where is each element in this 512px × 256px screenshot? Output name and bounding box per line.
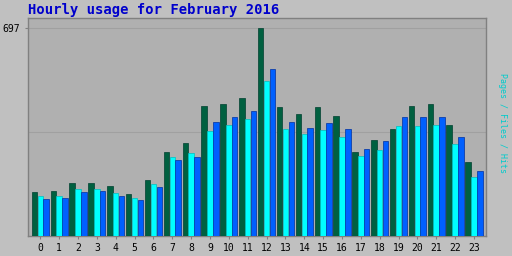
Bar — [371, 140, 376, 236]
Bar — [471, 177, 477, 236]
Bar — [75, 189, 81, 236]
Bar — [446, 125, 452, 236]
Bar — [251, 111, 257, 236]
Bar — [270, 69, 275, 236]
Bar — [345, 129, 351, 236]
Bar — [51, 191, 56, 236]
Bar — [32, 192, 37, 236]
Bar — [119, 196, 124, 236]
Bar — [314, 107, 320, 236]
Bar — [396, 126, 401, 236]
Bar — [226, 125, 231, 236]
Bar — [288, 122, 294, 236]
Bar — [70, 183, 75, 236]
Bar — [126, 195, 132, 236]
Bar — [401, 117, 407, 236]
Bar — [232, 117, 238, 236]
Bar — [307, 128, 313, 236]
Bar — [383, 141, 388, 236]
Bar — [100, 191, 105, 236]
Bar — [415, 126, 420, 236]
Bar — [169, 157, 175, 236]
Bar — [477, 170, 482, 236]
Bar — [188, 153, 194, 236]
Bar — [151, 184, 156, 236]
Bar — [220, 104, 226, 236]
Text: Pages / Files / Hits: Pages / Files / Hits — [498, 73, 507, 173]
Bar — [132, 198, 137, 236]
Bar — [164, 152, 169, 236]
Bar — [452, 144, 458, 236]
Bar — [145, 179, 151, 236]
Text: Hourly usage for February 2016: Hourly usage for February 2016 — [28, 3, 279, 17]
Bar — [183, 143, 188, 236]
Bar — [94, 189, 100, 236]
Bar — [138, 200, 143, 236]
Bar — [157, 187, 162, 236]
Bar — [302, 134, 307, 236]
Bar — [434, 125, 439, 236]
Bar — [194, 157, 200, 236]
Bar — [176, 161, 181, 236]
Bar — [390, 129, 395, 236]
Bar — [439, 117, 445, 236]
Bar — [207, 131, 212, 236]
Bar — [377, 150, 382, 236]
Bar — [358, 156, 364, 236]
Bar — [88, 183, 94, 236]
Bar — [62, 198, 68, 236]
Bar — [37, 196, 43, 236]
Bar — [364, 148, 369, 236]
Bar — [428, 104, 433, 236]
Bar — [213, 122, 219, 236]
Bar — [277, 107, 282, 236]
Bar — [333, 116, 339, 236]
Bar — [295, 114, 301, 236]
Bar — [245, 119, 250, 236]
Bar — [321, 130, 326, 236]
Bar — [458, 137, 464, 236]
Bar — [201, 106, 207, 236]
Bar — [113, 193, 118, 236]
Bar — [465, 162, 471, 236]
Bar — [107, 186, 113, 236]
Bar — [420, 117, 426, 236]
Bar — [44, 199, 49, 236]
Bar — [409, 106, 414, 236]
Bar — [283, 129, 288, 236]
Bar — [264, 81, 269, 236]
Bar — [258, 28, 264, 236]
Bar — [339, 137, 345, 236]
Bar — [56, 196, 62, 236]
Bar — [81, 192, 87, 236]
Bar — [239, 98, 245, 236]
Bar — [352, 152, 358, 236]
Bar — [326, 123, 332, 236]
